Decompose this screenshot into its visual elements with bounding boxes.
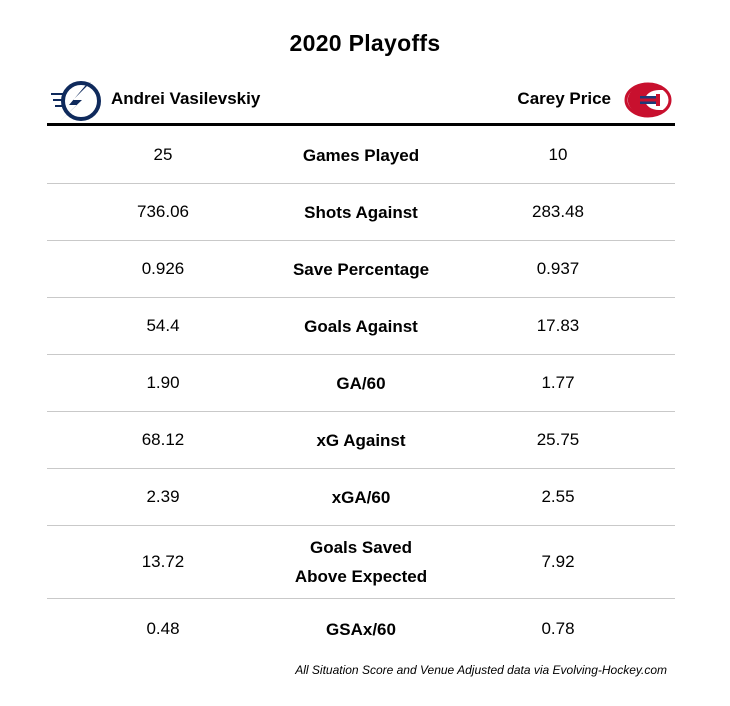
stats-table: 25 Games Played 10 736.06 Shots Against … <box>47 127 675 659</box>
right-value: 1.77 <box>541 373 575 392</box>
stat-label: GSAx/60 <box>326 619 396 639</box>
right-value: 7.92 <box>541 552 575 571</box>
stat-label: Shots Against <box>304 202 418 222</box>
stat-label-line2: Above Expected <box>294 567 428 586</box>
left-value: 54.4 <box>146 316 180 335</box>
table-row: 736.06 Shots Against 283.48 <box>47 184 675 241</box>
table-row: 25 Games Played 10 <box>47 127 675 184</box>
left-value: 13.72 <box>141 552 185 571</box>
stat-label: xGA/60 <box>331 487 391 507</box>
left-value: 736.06 <box>137 202 189 221</box>
stat-label-line1: Goals Saved <box>309 538 413 557</box>
canadiens-logo-icon <box>624 82 672 118</box>
right-value: 0.937 <box>536 259 580 278</box>
right-value: 0.78 <box>541 619 575 638</box>
source-footnote: All Situation Score and Venue Adjusted d… <box>295 663 667 677</box>
stat-label: GA/60 <box>336 373 386 393</box>
lightning-logo-icon <box>51 81 101 122</box>
stat-label: Games Played <box>302 145 420 165</box>
stat-label: xG Against <box>316 430 406 450</box>
left-value: 0.926 <box>141 259 185 278</box>
page-title: 2020 Playoffs <box>289 30 441 56</box>
left-value: 25 <box>153 145 173 164</box>
left-value: 0.48 <box>146 619 180 638</box>
left-value: 1.90 <box>146 373 180 392</box>
right-value: 25.75 <box>536 430 580 449</box>
right-value: 2.55 <box>541 487 575 506</box>
table-row: 1.90 GA/60 1.77 <box>47 355 675 412</box>
table-row: 2.39 xGA/60 2.55 <box>47 469 675 526</box>
table-row: 68.12 xG Against 25.75 <box>47 412 675 469</box>
comparison-header: Andrei Vasilevskiy Carey Price <box>47 74 675 126</box>
right-value: 10 <box>548 145 568 164</box>
stat-label: Save Percentage <box>292 259 430 279</box>
player-right-name: Carey Price <box>517 89 611 108</box>
stat-label: Goals Against <box>304 316 418 336</box>
right-value: 17.83 <box>536 316 580 335</box>
header-divider <box>47 123 675 126</box>
table-row: 0.926 Save Percentage 0.937 <box>47 241 675 298</box>
table-row: 0.48 GSAx/60 0.78 <box>47 599 675 659</box>
left-value: 68.12 <box>141 430 185 449</box>
right-value: 283.48 <box>532 202 584 221</box>
player-left-name: Andrei Vasilevskiy <box>111 89 261 108</box>
table-row: 54.4 Goals Against 17.83 <box>47 298 675 355</box>
left-value: 2.39 <box>146 487 180 506</box>
stat-label: Goals Saved Above Expected <box>241 533 481 591</box>
table-row: 13.72 Goals Saved Above Expected 7.92 <box>47 526 675 599</box>
